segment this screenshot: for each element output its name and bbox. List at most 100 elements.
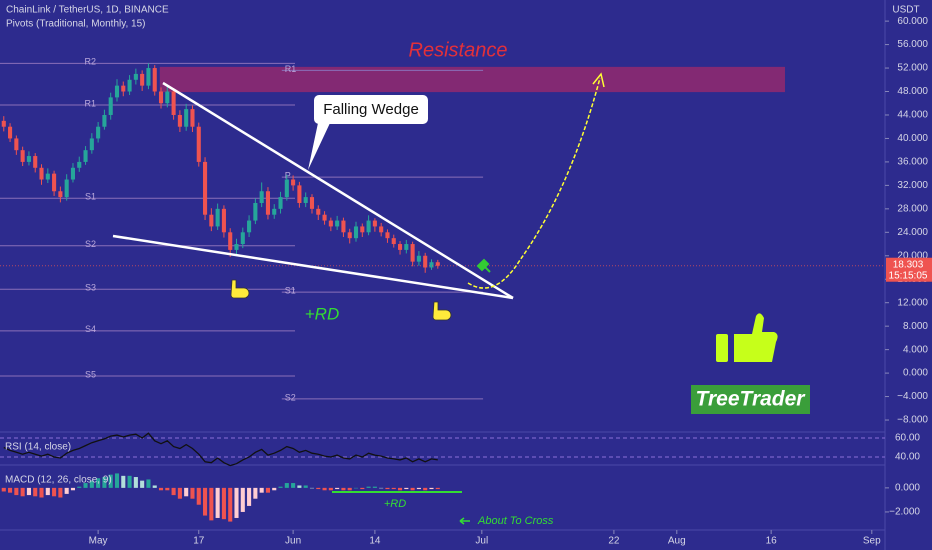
candle-body: [272, 208, 277, 215]
y-tick-label: 8.000: [903, 321, 928, 332]
macd-label: MACD (12, 26, close, 9): [5, 475, 112, 486]
x-tick-label: Aug: [668, 536, 686, 547]
candle-body: [316, 208, 321, 215]
candle-body: [228, 232, 233, 250]
y-tick-label: 40.000: [897, 133, 928, 144]
macd-bar: [52, 487, 57, 497]
candle-body: [410, 244, 415, 262]
macd-bar: [228, 487, 233, 522]
x-tick-label: Jul: [475, 536, 488, 547]
candle-body: [259, 191, 264, 203]
macd-bar: [165, 487, 170, 491]
candle-body: [303, 197, 308, 203]
candle-body: [297, 185, 302, 203]
macd-bar: [177, 487, 182, 499]
x-tick-label: Jun: [285, 536, 301, 547]
y-tick-label: 12.000: [897, 297, 928, 308]
macd-bar: [8, 487, 13, 493]
candle-body: [177, 114, 182, 127]
y-tick-label: −8.000: [897, 415, 928, 426]
macd-bar: [1, 487, 6, 492]
candle-body: [171, 91, 176, 115]
candle-body: [83, 150, 88, 162]
candle-body: [215, 208, 220, 227]
candle-body: [328, 220, 333, 227]
candle-body: [366, 220, 371, 233]
candle-body: [234, 244, 239, 250]
candle-body: [335, 220, 340, 227]
candle-body: [322, 214, 327, 221]
macd-bar: [397, 487, 403, 491]
candle-body: [435, 262, 440, 266]
macd-bar: [33, 487, 38, 497]
candle-body: [96, 126, 101, 139]
y-tick-label: 24.000: [897, 227, 928, 238]
candle-body: [240, 232, 245, 245]
cross-arrow: [459, 517, 470, 525]
macd-bar: [284, 483, 289, 488]
macd-bar: [316, 487, 321, 490]
pivot-label: S5: [85, 369, 96, 379]
candle-body: [385, 232, 390, 239]
macd-bar: [265, 487, 270, 493]
macd-bar: [379, 487, 384, 489]
brand: TreeTrader: [696, 388, 807, 411]
x-tick-label: 16: [766, 536, 778, 547]
candle-body: [284, 179, 289, 198]
candle-body: [58, 191, 63, 198]
callout-pointer: [308, 123, 330, 170]
candle-body: [140, 73, 145, 86]
rsi-tick-label: 40.00: [895, 452, 920, 463]
macd-bar: [58, 487, 63, 498]
thumb-icon: [716, 313, 778, 362]
macd-bar: [391, 487, 396, 490]
macd-bar: [372, 486, 377, 488]
macd-bar: [410, 487, 415, 491]
y-tick-label: 56.000: [897, 39, 928, 50]
pivot-label: S2: [85, 239, 96, 249]
candle-body: [291, 179, 296, 186]
macd-bar: [171, 487, 176, 496]
macd-bar: [146, 479, 151, 488]
macd-bar: [45, 487, 50, 496]
candle-body: [70, 167, 76, 180]
macd-bar: [360, 487, 365, 490]
candle-body: [353, 226, 359, 239]
cross-label: About To Cross: [477, 515, 554, 527]
rsi-tick-label: 60.00: [895, 433, 920, 444]
candle-body: [372, 220, 377, 227]
x-tick-label: 17: [193, 536, 205, 547]
projection: [467, 77, 601, 289]
candle-body: [190, 109, 195, 127]
candle-body: [108, 97, 113, 115]
candle-body: [379, 226, 384, 233]
x-tick-label: May: [89, 536, 108, 547]
macd-bar: [385, 487, 390, 490]
candle-body: [278, 197, 283, 209]
macd-bar: [341, 487, 346, 491]
wedge-lower: [112, 234, 514, 300]
brand-box: [691, 385, 810, 414]
indicator-title: Pivots (Traditional, Monthly, 15): [6, 19, 146, 30]
macd-bar: [127, 475, 132, 488]
macd-bar: [278, 486, 283, 488]
candle-body: [203, 161, 208, 215]
macd-bar: [328, 487, 333, 491]
candle-body: [253, 202, 258, 221]
macd-bar: [429, 487, 434, 490]
candle-body: [121, 85, 126, 92]
y-tick-label: 0.000: [903, 368, 928, 379]
macd-bar: [158, 487, 164, 491]
candle-body: [64, 179, 69, 198]
macd-bar: [347, 487, 352, 491]
macd-bar: [322, 487, 327, 491]
macd-bar: [184, 487, 189, 497]
candle-body: [265, 191, 270, 215]
candle-body: [165, 91, 170, 104]
candle-body: [20, 150, 25, 162]
candle-body: [209, 214, 214, 227]
candle-body: [1, 120, 6, 127]
pivot-label: R2: [84, 57, 96, 67]
candle-body: [247, 220, 252, 233]
